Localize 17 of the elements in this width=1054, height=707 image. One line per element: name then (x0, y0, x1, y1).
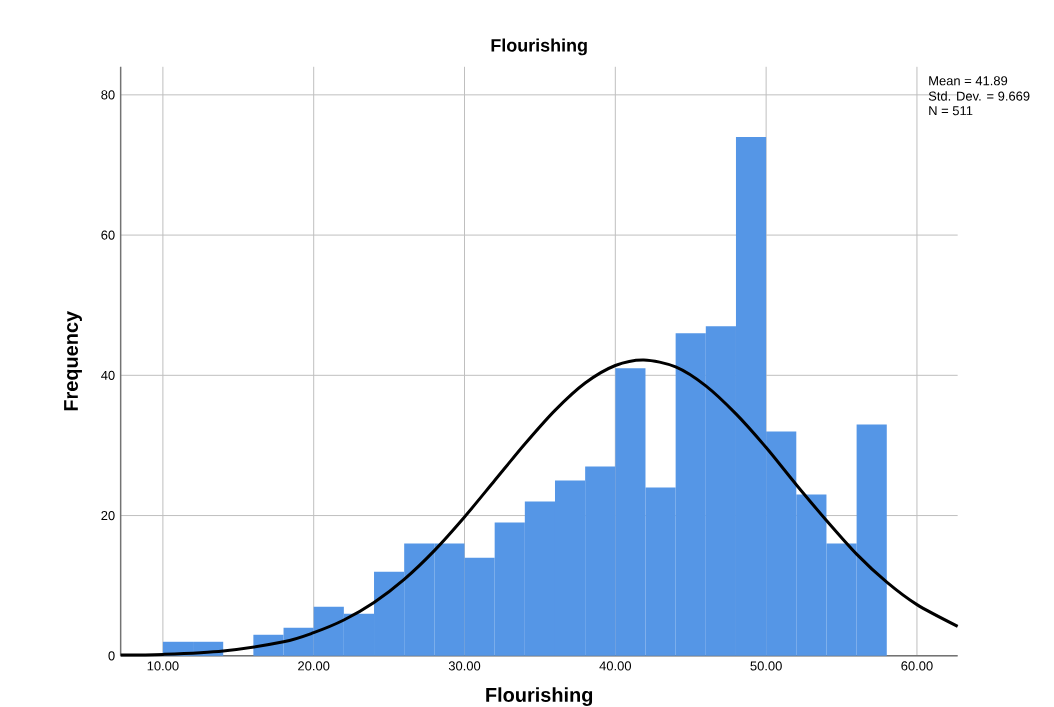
x-tick-label: 40.00 (599, 661, 632, 671)
y-axis-title: Frequency (64, 311, 82, 411)
x-tick-label: 50.00 (750, 661, 782, 671)
x-axis-title: Flourishing (486, 687, 593, 706)
y-tick-label: 80 (101, 90, 115, 100)
y-tick-label: 60 (101, 230, 115, 240)
chart-title: Flourishing (491, 38, 587, 56)
y-tick-label: 0 (108, 651, 115, 661)
annotation: N = 511 (929, 106, 973, 116)
y-tick-label: 40 (101, 370, 115, 380)
annotation: Std. Dev. = 9.669 (928, 91, 1030, 101)
y-tick-label: 20 (101, 510, 115, 521)
x-tick-label: 10.00 (147, 661, 179, 671)
x-tick-label: 60.00 (901, 661, 933, 671)
annotation: Mean = 41.89 (929, 76, 1008, 86)
x-tick-label: 30.00 (448, 661, 481, 671)
x-tick-label: 20.00 (298, 661, 330, 671)
